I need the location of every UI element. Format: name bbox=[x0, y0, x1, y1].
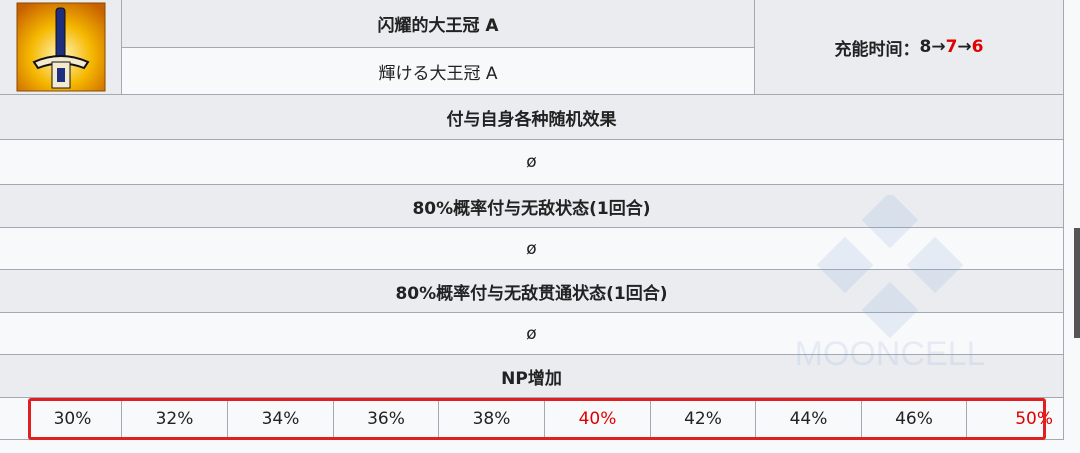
cooldown-mid: 7 bbox=[945, 37, 958, 57]
cooldown-max: 6 bbox=[971, 37, 984, 57]
arrow: → bbox=[957, 37, 972, 57]
effect-value: ø bbox=[0, 228, 1064, 270]
cooldown-label: 充能时间： bbox=[834, 39, 920, 60]
skill-name-jp: 輝ける大王冠 A bbox=[122, 48, 755, 95]
np-value-cell: 50% bbox=[967, 398, 1064, 440]
np-value-cell: 44% bbox=[756, 398, 862, 440]
np-value-cell: 42% bbox=[651, 398, 756, 440]
effect-title: 80%概率付与无敌贯通状态(1回合) bbox=[0, 270, 1064, 313]
np-value-cell: 46% bbox=[862, 398, 967, 440]
np-value-cell: 30% bbox=[0, 398, 122, 440]
effect-value: ø bbox=[0, 313, 1064, 355]
effect-title: 付与自身各种随机效果 bbox=[0, 95, 1064, 140]
np-value-cell: 38% bbox=[439, 398, 545, 440]
sword-crown-skill-icon bbox=[16, 2, 105, 92]
arrow: → bbox=[931, 37, 946, 57]
effect-title: 80%概率付与无敌状态(1回合) bbox=[0, 185, 1064, 228]
np-title: NP增加 bbox=[0, 355, 1064, 398]
side-tab[interactable] bbox=[1074, 228, 1080, 338]
np-value-cell: 32% bbox=[122, 398, 228, 440]
np-value-cell: 34% bbox=[228, 398, 334, 440]
np-value-cell: 36% bbox=[334, 398, 439, 440]
cooldown: 充能时间： 8 → 7 → 6 bbox=[755, 0, 1064, 95]
skill-icon-cell bbox=[0, 0, 122, 95]
effect-value: ø bbox=[0, 140, 1064, 185]
cooldown-base: 8 bbox=[919, 37, 932, 57]
np-value-cell: 40% bbox=[545, 398, 651, 440]
skill-name-cn: 闪耀的大王冠 A bbox=[122, 0, 755, 48]
